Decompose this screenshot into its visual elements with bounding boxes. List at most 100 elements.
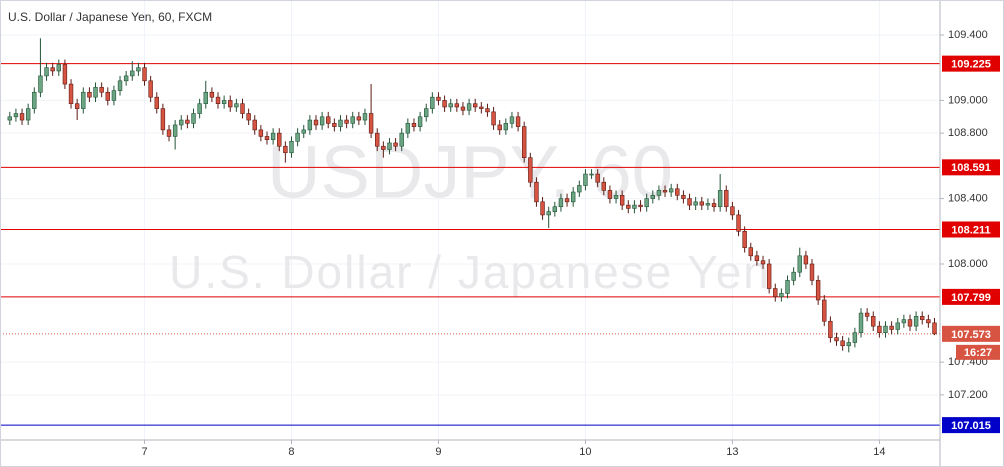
y-tick-label: 108.000: [948, 258, 988, 270]
candle-body: [277, 132, 282, 147]
candle-body: [846, 342, 851, 347]
candle-body: [234, 103, 239, 108]
candle-body: [797, 255, 802, 273]
candle-body: [221, 100, 227, 105]
candle-body: [773, 288, 778, 298]
chart-title: U.S. Dollar / Japanese Yen, 60, FXCM: [8, 10, 212, 24]
watermark: USDJPY, 60: [267, 131, 673, 214]
candle-body: [87, 91, 92, 98]
candle-body: [38, 75, 43, 93]
candle-body: [130, 70, 135, 77]
candle-body: [68, 83, 74, 105]
candle-body: [13, 113, 19, 118]
candle-body: [411, 123, 417, 127]
level-label-box: [942, 159, 1000, 176]
candle-body: [864, 312, 870, 317]
level-label-box: [942, 288, 1000, 305]
last-price-label: 107.573: [951, 329, 991, 341]
candle-body: [877, 325, 882, 333]
candle-body: [834, 337, 839, 342]
candle-body: [883, 325, 888, 333]
candle-body: [264, 136, 270, 140]
candle-body: [779, 293, 784, 298]
level-label: 109.225: [951, 59, 991, 71]
levels: [0, 63, 940, 426]
candle-body: [74, 103, 80, 109]
candle-body: [650, 195, 655, 199]
x-tick-label: 8: [288, 446, 294, 458]
countdown-box: [956, 344, 1000, 360]
candle-body: [736, 214, 741, 232]
candle-body: [191, 113, 196, 124]
level-label-box: [942, 221, 1000, 238]
candle-body: [56, 64, 61, 72]
candle-body: [711, 203, 717, 208]
candle-body: [926, 319, 931, 324]
candle-body: [920, 316, 925, 320]
x-tick-label: 14: [873, 446, 885, 458]
candle-body: [852, 332, 858, 343]
candles: [7, 38, 937, 353]
y-tick-label: 109.000: [948, 94, 988, 106]
candle-body: [540, 201, 545, 216]
candle-body: [570, 191, 576, 203]
candle-body: [442, 100, 447, 108]
candle-body: [307, 119, 313, 131]
level-label: 108.591: [951, 162, 991, 174]
candle-body: [699, 201, 704, 206]
candle-body: [240, 103, 245, 114]
candle-body: [583, 173, 588, 186]
candle-body: [907, 319, 913, 327]
level-label: 108.211: [951, 224, 990, 236]
candle-body: [454, 103, 460, 108]
candle-body: [760, 260, 766, 265]
candle-body: [142, 67, 147, 82]
candle-body: [62, 64, 68, 85]
candle-body: [644, 198, 649, 208]
candle-body: [166, 129, 172, 137]
candle-body: [601, 181, 607, 191]
candle-body: [589, 173, 594, 176]
candle-body: [668, 188, 674, 193]
candle-body: [858, 312, 864, 333]
candle-body: [748, 247, 753, 257]
candle-body: [283, 145, 288, 154]
candle-body: [381, 145, 386, 150]
candle-body: [742, 230, 747, 248]
candle-body: [123, 75, 129, 82]
candle-body: [387, 142, 392, 150]
candle-body: [160, 108, 166, 131]
candle-body: [503, 123, 509, 131]
candle-body: [215, 96, 221, 105]
candle-body: [558, 198, 564, 208]
candle-body: [393, 142, 398, 147]
candle-body: [607, 190, 613, 199]
candle-body: [154, 96, 159, 109]
candle-body: [785, 280, 790, 294]
candle-body: [289, 141, 294, 154]
candle-body: [246, 113, 251, 121]
candle-body: [295, 132, 300, 142]
candle-body: [326, 116, 331, 124]
candle-body: [424, 108, 429, 118]
last-price-label-box: [942, 325, 1000, 342]
candle-body: [705, 203, 711, 206]
y-tick-label: 107.200: [948, 389, 988, 401]
watermark-subtitle: U.S. Dollar / Japanese Yen: [169, 246, 771, 298]
candle-body: [362, 113, 368, 121]
candle-body: [766, 263, 772, 289]
candle-body: [479, 106, 484, 109]
candle-body: [528, 157, 533, 183]
level-label: 107.015: [951, 420, 991, 432]
candle-body: [436, 96, 441, 101]
candle-body: [754, 255, 760, 262]
y-tick-label: 108.800: [948, 127, 988, 139]
candle-body: [521, 126, 527, 158]
candle-body: [368, 113, 374, 134]
candle-body: [693, 201, 698, 206]
candle-body: [44, 67, 49, 77]
candle-body: [356, 116, 362, 121]
candle-body: [840, 340, 845, 347]
candle-body: [491, 111, 496, 126]
